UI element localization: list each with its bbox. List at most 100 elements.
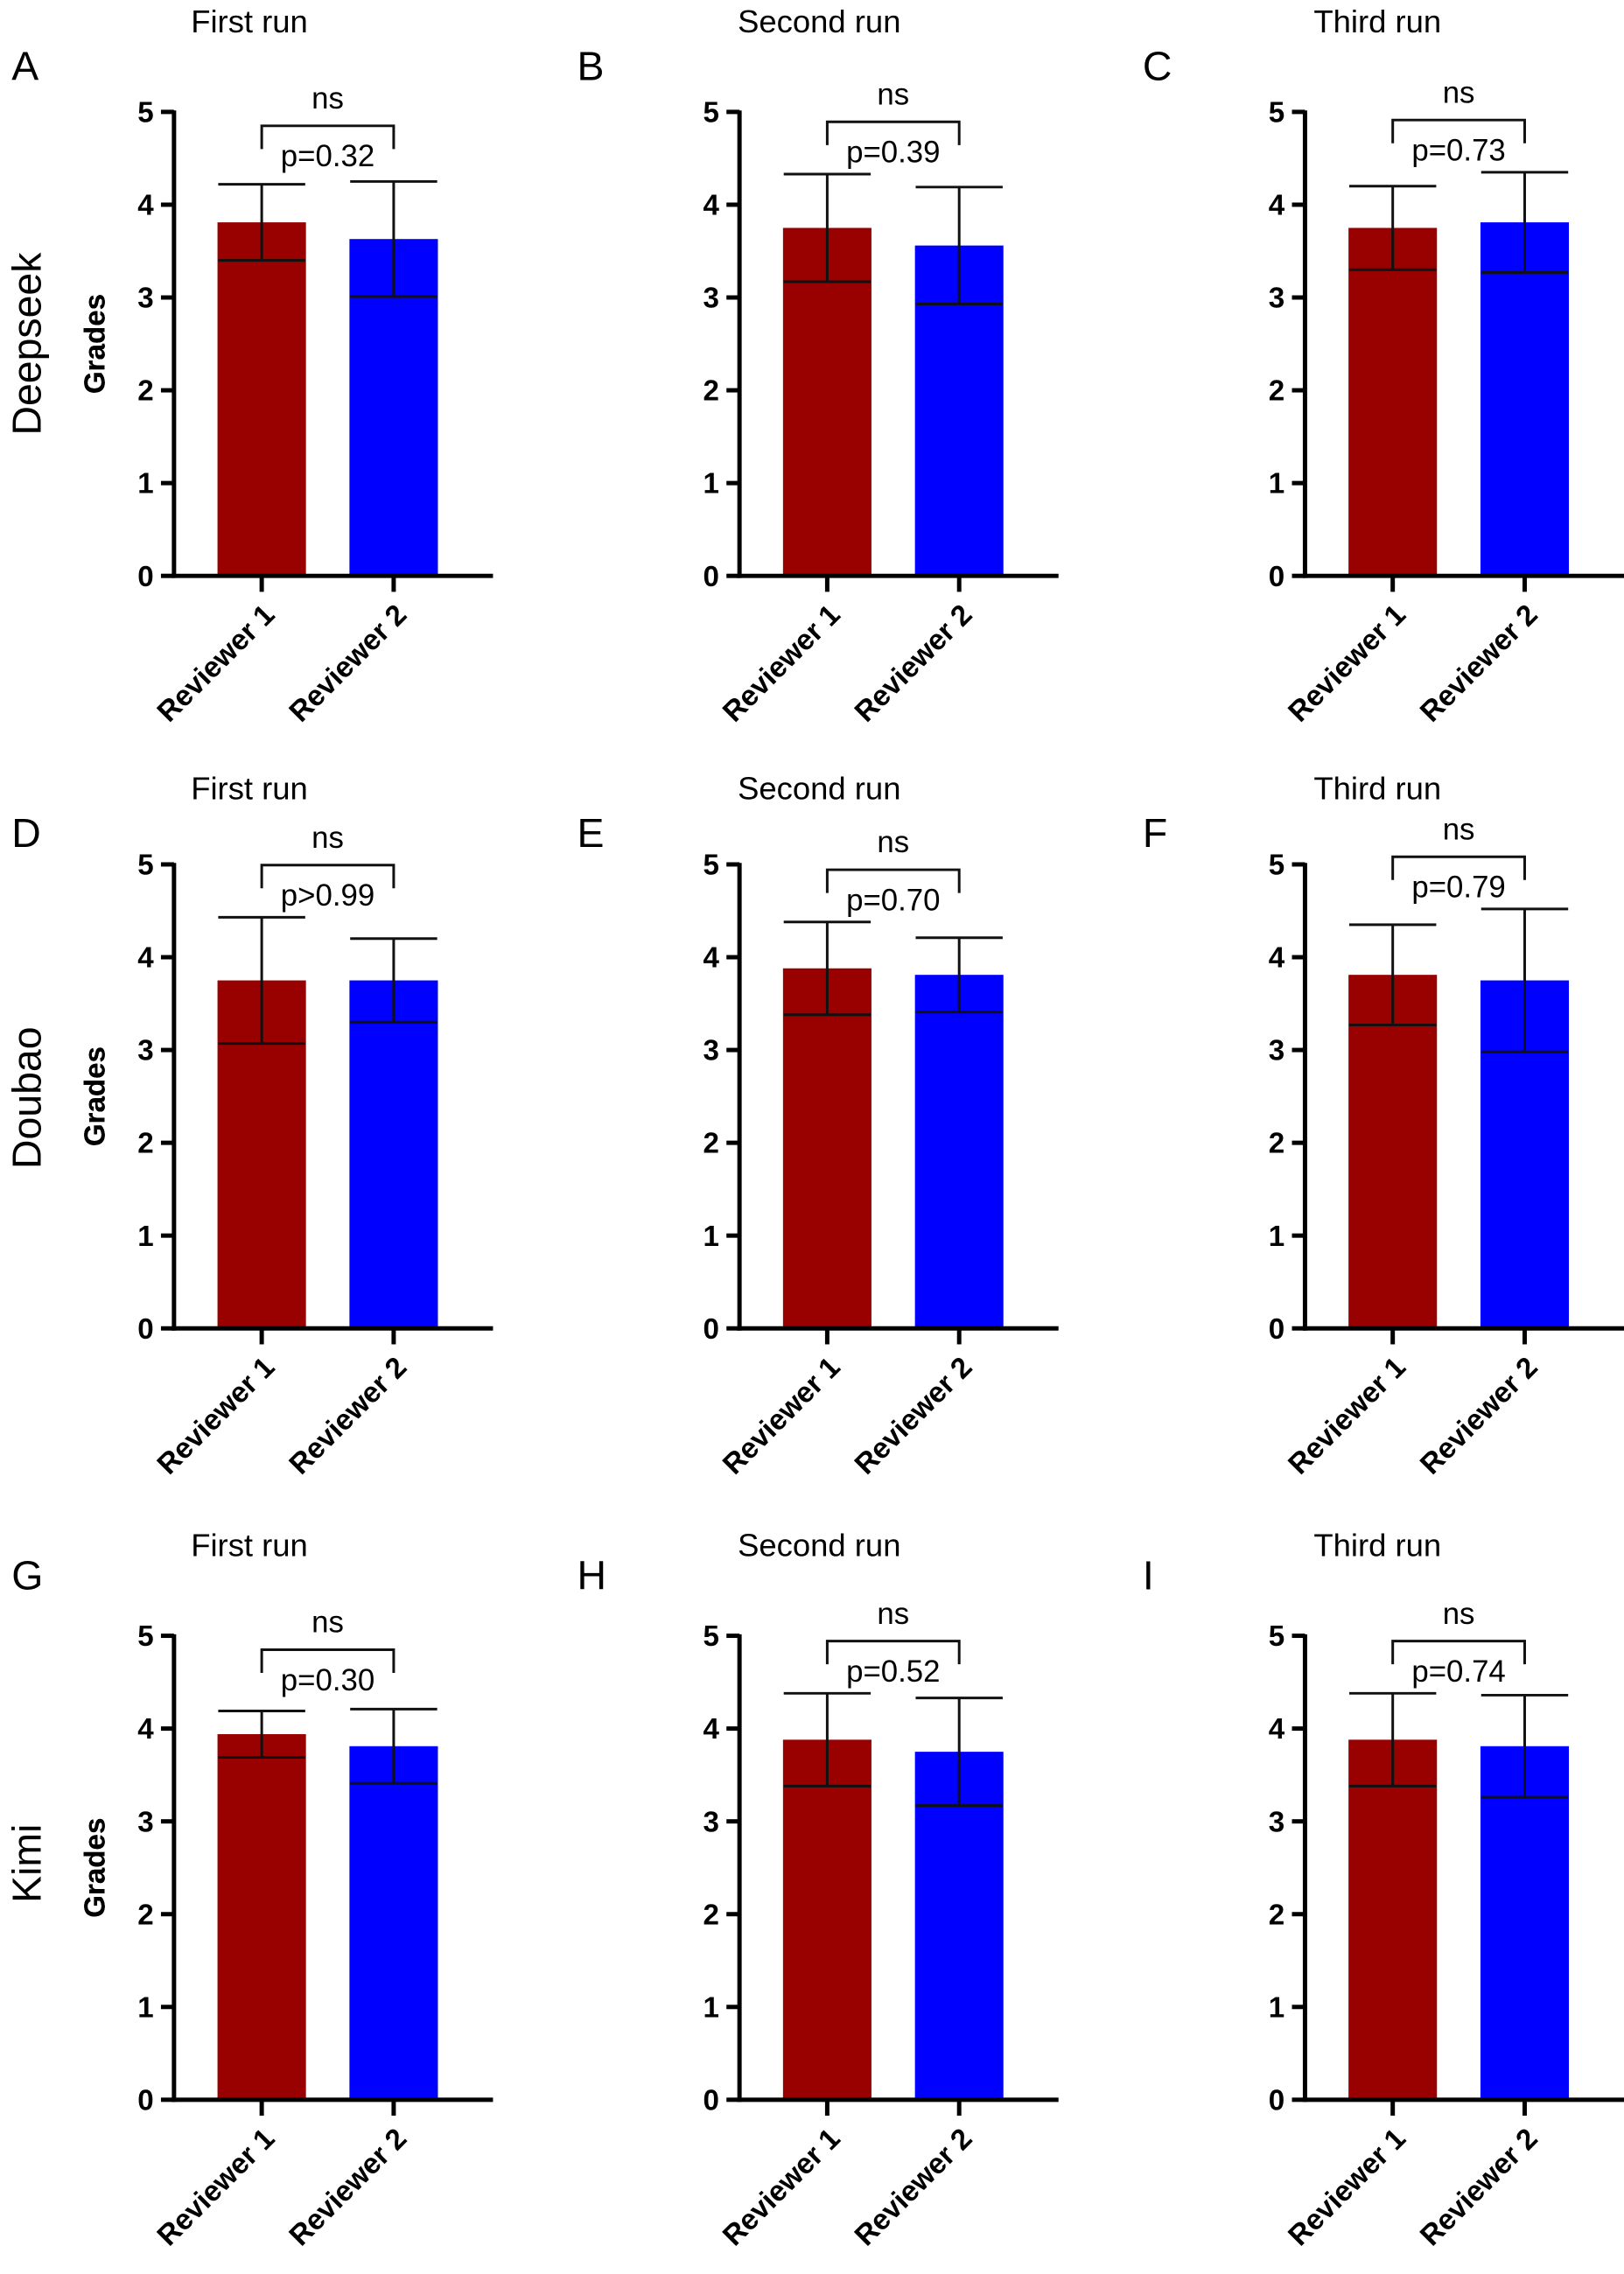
y-tick-label: 4 [1269,942,1285,975]
panel-title: Second run [738,3,900,39]
y-tick-label: 1 [704,1991,719,2024]
y-tick-label: 2 [1269,1128,1284,1160]
y-tick-label: 4 [1269,1713,1285,1746]
y-tick-label: 3 [1269,283,1284,315]
significance-label: ns [877,1597,909,1631]
y-tick-label: 2 [137,1899,153,1931]
p-value-label: p=0.52 [846,1655,940,1689]
p-value-label: p=0.30 [281,1663,374,1697]
y-tick-label: 5 [1269,850,1284,882]
x-tick-label: Reviewer 1 [1282,598,1412,729]
panel-title: Third run [1313,1527,1441,1563]
p-value-label: p=0.73 [1411,134,1505,168]
y-tick-label: 3 [1269,1035,1284,1067]
y-tick-label: 5 [137,1620,153,1653]
significance-bracket [1391,855,1526,880]
y-tick-label: 0 [1269,2084,1284,2117]
y-tick-label: 3 [704,1035,719,1067]
bar-reviewer-1 [782,227,872,577]
panel-title: First run [191,770,308,806]
significance-bracket [1391,118,1526,143]
significance-label: ns [877,77,909,111]
y-axis-label: Grades [79,1818,111,1918]
significance-label: ns [312,821,344,855]
x-tick-label: Reviewer 1 [151,2123,282,2253]
x-tick-label: Reviewer 2 [1414,2123,1544,2253]
x-tick-label: Reviewer 2 [849,2123,979,2253]
y-tick-label: 1 [137,1221,153,1253]
bar-reviewer-2 [1480,1746,1570,2100]
bar-reviewer-1 [1348,227,1438,577]
panel-letter: A [11,43,38,88]
y-tick-label: 4 [137,1713,154,1746]
x-tick-label: Reviewer 2 [849,598,979,729]
significance-bracket [825,868,961,893]
bar-reviewer-1 [217,1733,306,2100]
y-tick-label: 5 [704,97,719,129]
panel-letter: B [578,43,605,88]
x-tick-label: Reviewer 2 [1414,1351,1544,1481]
y-tick-label: 5 [704,850,719,882]
y-tick-label: 2 [704,1128,719,1160]
panel-letter: F [1143,810,1167,856]
y-tick-label: 4 [1269,190,1285,222]
y-tick-label: 3 [704,1806,719,1838]
bar-reviewer-1 [782,968,872,1329]
y-tick-label: 2 [137,1128,153,1160]
x-tick-label: Reviewer 2 [284,2123,414,2253]
y-axis-label: Grades [79,294,111,394]
significance-bracket [825,120,961,145]
y-tick-label: 3 [1269,1806,1284,1838]
x-tick-label: Reviewer 2 [849,1351,979,1481]
x-tick-label: Reviewer 1 [151,1351,282,1481]
y-tick-label: 1 [137,1991,153,2024]
y-tick-label: 4 [137,942,154,975]
x-tick-label: Reviewer 1 [151,598,282,729]
y-tick-label: 1 [1269,1991,1284,2024]
y-tick-label: 5 [137,97,153,129]
y-tick-label: 0 [1269,561,1284,593]
y-tick-label: 1 [704,468,719,500]
panel-title: Third run [1313,770,1441,806]
y-tick-label: 3 [704,283,719,315]
panel-letter: C [1143,43,1172,88]
panel-letter: E [578,810,605,856]
y-tick-label: 5 [1269,97,1284,129]
y-tick-label: 3 [137,1806,153,1838]
x-tick-label: Reviewer 2 [1414,598,1544,729]
y-axis-label: Grades [79,1046,111,1146]
p-value-label: p=0.39 [846,136,940,170]
row-label: Kimi [4,1824,49,1903]
panel-letter: D [11,810,41,856]
significance-bracket [260,124,396,150]
significance-bracket [260,864,396,889]
y-tick-label: 5 [704,1620,719,1653]
y-axis-label: Grades [79,1046,111,1146]
bar-reviewer-1 [217,222,306,577]
bar-reviewer-2 [1480,222,1570,577]
p-value-label: p=0.32 [281,139,374,173]
panel-title: First run [191,3,308,39]
y-tick-label: 3 [137,1035,153,1067]
panel-title: Second run [738,1527,900,1563]
y-tick-label: 4 [137,190,154,222]
y-tick-label: 2 [704,375,719,408]
significance-label: ns [1443,75,1475,109]
x-tick-label: Reviewer 1 [717,2123,847,2253]
y-tick-label: 1 [137,468,153,500]
y-axis-label: Grades [79,1818,111,1918]
panel-title: Third run [1313,3,1441,39]
significance-label: ns [877,825,909,859]
x-tick-label: Reviewer 2 [284,1351,414,1481]
y-tick-label: 1 [1269,1221,1284,1253]
y-tick-label: 1 [704,1221,719,1253]
panel-letter: G [11,1553,43,1599]
panel-title: First run [191,1527,308,1563]
panel-title: Second run [738,770,900,806]
y-tick-label: 1 [1269,468,1284,500]
p-value-label: p=0.74 [1411,1655,1505,1689]
y-axis-label: Grades [79,1818,111,1918]
significance-bracket [1391,1640,1526,1665]
y-tick-label: 5 [1269,1620,1284,1653]
significance-label: ns [1443,812,1475,846]
